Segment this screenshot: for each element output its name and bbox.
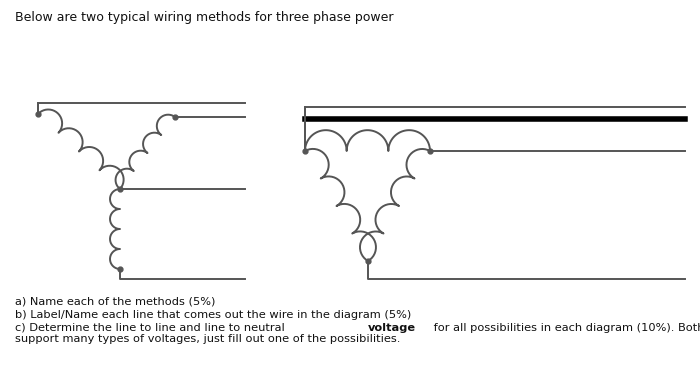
Text: b) Label/Name each line that comes out the wire in the diagram (5%): b) Label/Name each line that comes out t…: [15, 310, 412, 320]
Text: support many types of voltages, just fill out one of the possibilities.: support many types of voltages, just fil…: [15, 334, 400, 344]
Text: Below are two typical wiring methods for three phase power: Below are two typical wiring methods for…: [15, 11, 393, 24]
Text: for all possibilities in each diagram (10%). Both methods can: for all possibilities in each diagram (1…: [430, 323, 700, 333]
Text: c) Determine the line to line and line to neutral: c) Determine the line to line and line t…: [15, 323, 288, 333]
Text: a) Name each of the methods (5%): a) Name each of the methods (5%): [15, 297, 216, 307]
Text: voltage: voltage: [368, 323, 416, 333]
